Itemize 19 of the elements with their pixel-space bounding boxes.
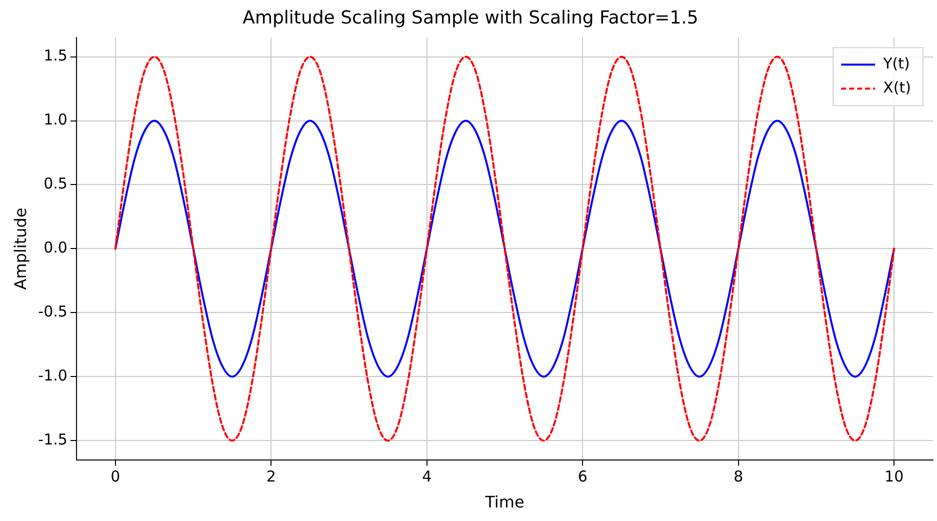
line-series — [114, 120, 896, 378]
legend-label: Y(t) — [882, 54, 910, 72]
x-tick-label: 6 — [578, 468, 588, 486]
x-tick-label: 2 — [266, 468, 276, 486]
x-axis-title: Time — [484, 492, 524, 512]
chart-title: Amplitude Scaling Sample with Scaling Factor=1.5 — [242, 7, 698, 28]
x-tick-label: 10 — [884, 468, 904, 486]
y-tick-label: 1.0 — [44, 110, 68, 129]
y-tick-label: 0.0 — [44, 238, 68, 257]
y-tick-label: -1.5 — [38, 430, 68, 448]
x-tick-label: 8 — [734, 468, 744, 486]
y-axis-title: Amplitude — [10, 208, 30, 290]
legend-label: X(t) — [883, 78, 912, 96]
y-tick-label: 1.5 — [44, 46, 68, 65]
y-tick-label: 0.5 — [44, 174, 68, 193]
y-tick-label: -0.5 — [38, 302, 68, 321]
y-tick-label: -1.0 — [38, 366, 68, 385]
x-tick-label: 0 — [110, 468, 120, 486]
x-tick-label: 4 — [422, 468, 432, 486]
